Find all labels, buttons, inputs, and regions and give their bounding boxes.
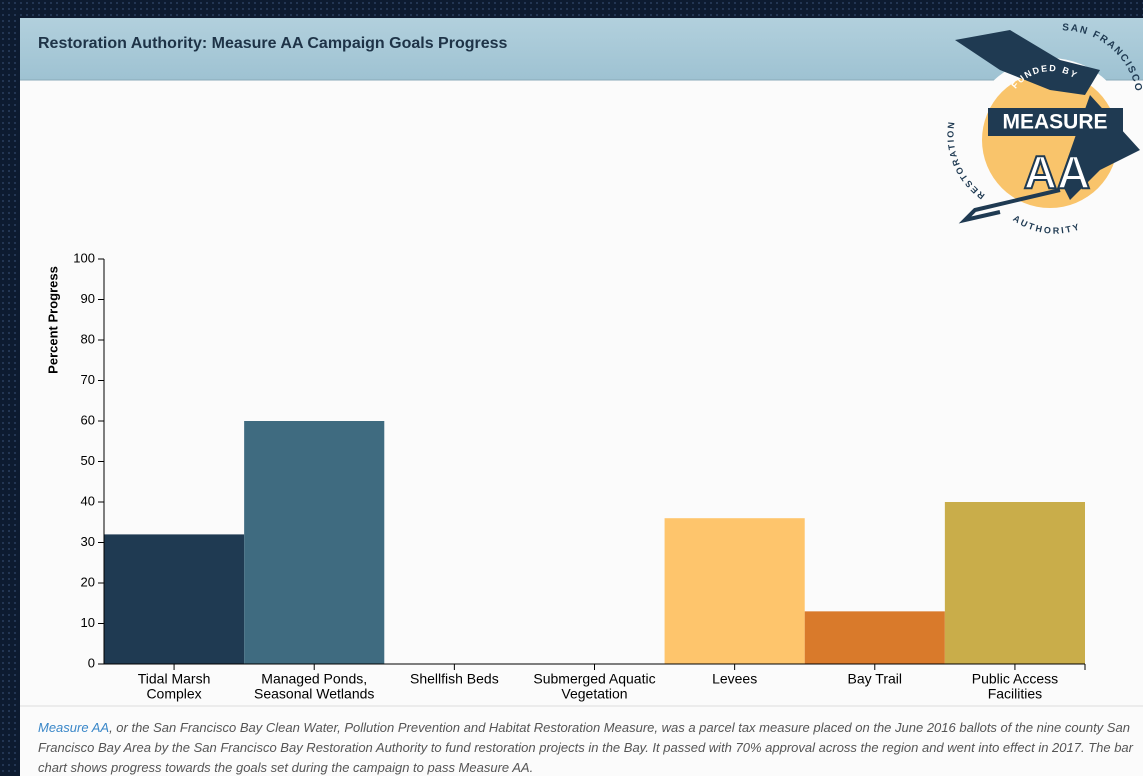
description-text: , or the San Francisco Bay Clean Water, … — [38, 720, 1133, 775]
bar — [244, 421, 385, 664]
y-tick-label: 20 — [81, 574, 95, 589]
x-tick-label: Facilities — [988, 686, 1042, 702]
x-tick-label: Submerged Aquatic — [533, 671, 655, 687]
y-axis-title: Percent Progress — [45, 266, 60, 374]
x-tick-label: Managed Ponds, — [261, 671, 367, 687]
y-tick-label: 70 — [81, 372, 95, 387]
x-tick-label: Vegetation — [561, 686, 627, 702]
logo-band — [988, 108, 1123, 136]
y-tick-label: 40 — [81, 493, 95, 508]
y-tick-label: 50 — [81, 453, 95, 468]
y-tick-label: 80 — [81, 331, 95, 346]
bar — [104, 534, 245, 664]
logo-name: MEASURE — [1002, 111, 1107, 134]
x-tick-label: Tidal Marsh — [138, 671, 211, 687]
y-tick-label: 30 — [81, 534, 95, 549]
x-tick-label: Bay Trail — [848, 671, 902, 687]
x-tick-label: Public Access — [972, 671, 1058, 687]
bar — [664, 518, 805, 664]
bar — [804, 611, 945, 664]
bar — [944, 502, 1085, 664]
logo-big: AA — [1024, 146, 1090, 198]
y-tick-label: 100 — [73, 250, 95, 265]
description: Measure AA, or the San Francisco Bay Cle… — [38, 718, 1143, 776]
x-tick-label: Seasonal Wetlands — [254, 686, 374, 702]
logo-bird-wing — [955, 30, 1100, 95]
y-tick-label: 0 — [88, 655, 95, 670]
header-bar — [20, 18, 1143, 80]
x-tick-label: Levees — [712, 671, 757, 687]
x-tick-label: Complex — [146, 686, 201, 702]
logo: MEASURE AA SAN FRANCISCO FUNDED BY RESTO… — [946, 22, 1143, 236]
logo-bird-body — [1060, 95, 1140, 200]
y-tick-label: 60 — [81, 412, 95, 427]
x-tick-label: Shellfish Beds — [410, 671, 499, 687]
y-tick-label: 90 — [81, 291, 95, 306]
logo-bird-legs — [958, 188, 1061, 224]
description-link[interactable]: Measure AA — [38, 720, 110, 735]
y-tick-label: 10 — [81, 615, 95, 630]
header-title: Restoration Authority: Measure AA Campai… — [38, 35, 508, 52]
